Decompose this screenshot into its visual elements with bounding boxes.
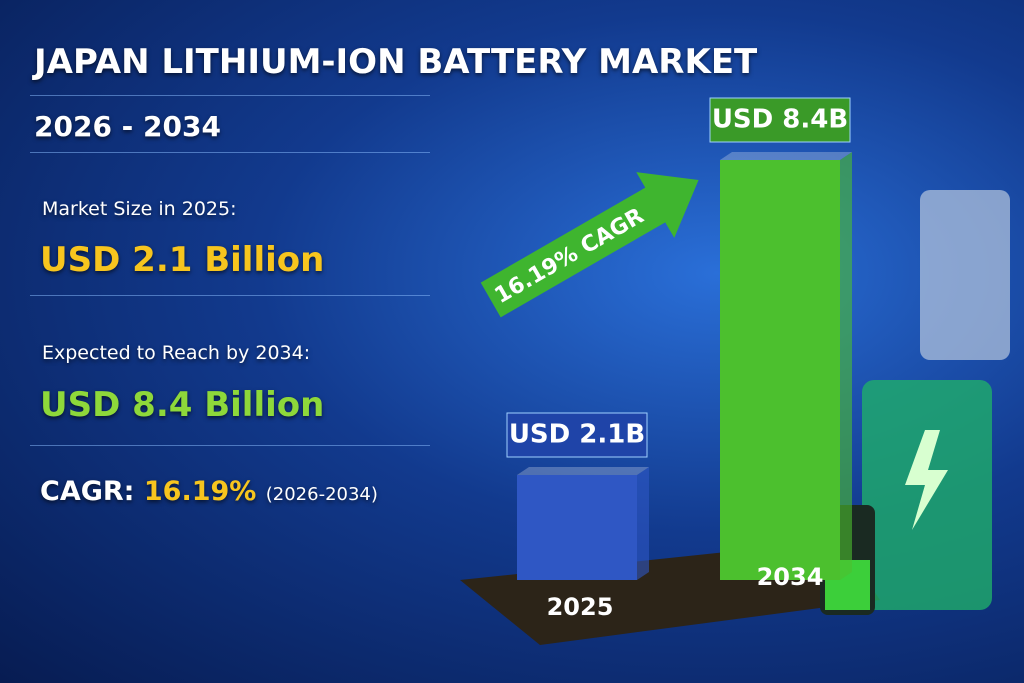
subtitle: 2026 - 2034 [34, 110, 221, 143]
bar-top [720, 152, 852, 160]
cagr-value: 16.19% [143, 476, 257, 507]
market-value: USD 2.1 Billion [40, 240, 325, 280]
value-label: USD 8.4B [712, 105, 848, 135]
category-label: 2034 [757, 563, 824, 591]
title: JAPAN LITHIUM-ION BATTERY MARKET [34, 42, 758, 82]
cagr-period: (2026-2034) [265, 484, 378, 505]
category-label: 2025 [547, 593, 614, 621]
value-label: USD 2.1B [509, 420, 645, 450]
expected-value: USD 8.4 Billion [40, 385, 325, 425]
expected-label: Expected to Reach by 2034: [42, 342, 311, 364]
market-label: Market Size in 2025: [42, 198, 237, 220]
value-label-box [709, 97, 851, 143]
value-label-box [506, 412, 648, 458]
bar-side [840, 152, 852, 580]
bar [720, 160, 840, 580]
divider [30, 152, 430, 153]
cagr-label: CAGR: [40, 476, 135, 507]
arrow-label: 16.19% CAGR [491, 204, 649, 309]
bar-side [637, 467, 649, 580]
battery [820, 190, 1010, 615]
divider [30, 445, 430, 446]
bar-top [517, 467, 649, 475]
arrow-shape [480, 172, 699, 318]
cagr: CAGR: 16.19% (2026-2034) [40, 476, 378, 507]
bar [517, 475, 637, 580]
divider [30, 95, 430, 96]
cagr-arrow: 16.19% CAGR [480, 172, 699, 318]
divider [30, 295, 430, 296]
